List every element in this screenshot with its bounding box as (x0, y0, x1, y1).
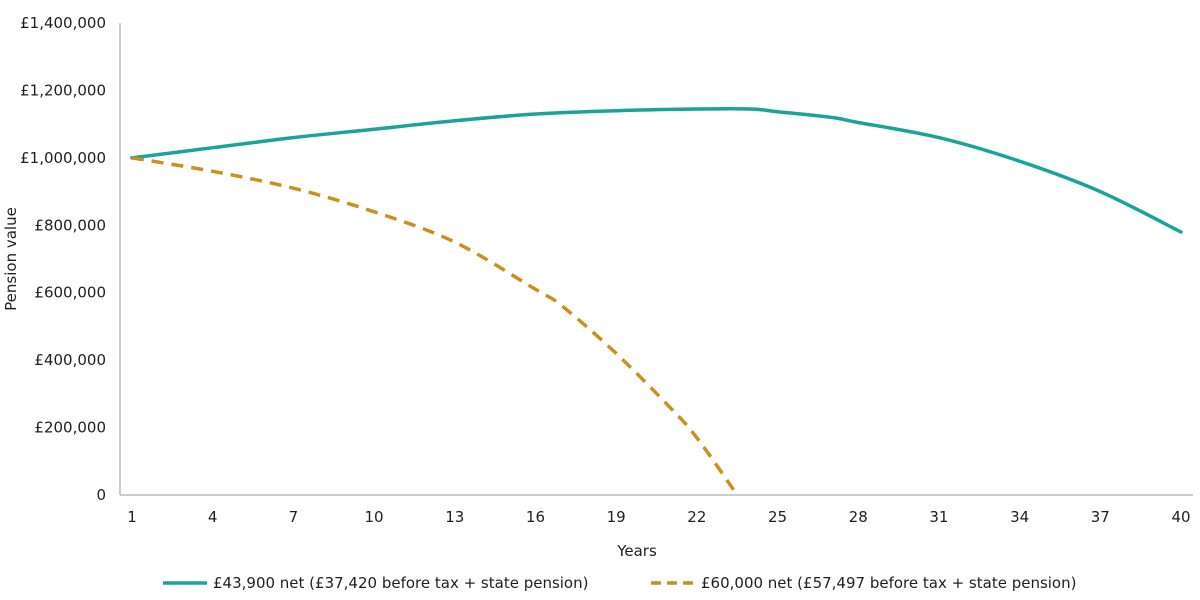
y-tick-label: £800,000 (34, 216, 106, 234)
y-tick-label: £400,000 (34, 351, 106, 369)
y-tick-label: £600,000 (34, 284, 106, 302)
x-axis-ticks: 1 4 7 10 13 16 19 22 25 28 31 34 37 40 (127, 508, 1190, 526)
x-axis-title: Years (616, 542, 657, 560)
x-tick-label: 22 (687, 508, 706, 526)
legend: £43,900 net (£37,420 before tax + state … (163, 574, 1076, 592)
y-tick-label: £1,400,000 (20, 14, 106, 32)
x-tick-label: 28 (849, 508, 868, 526)
x-tick-label: 13 (445, 508, 464, 526)
x-tick-label: 4 (208, 508, 218, 526)
series-line-2 (131, 156, 739, 497)
x-tick-label: 16 (526, 508, 545, 526)
y-tick-label: £200,000 (34, 419, 106, 437)
legend-label-1: £43,900 net (£37,420 before tax + state … (213, 574, 588, 592)
x-tick-label: 31 (929, 508, 948, 526)
x-tick-label: 37 (1091, 508, 1110, 526)
x-tick-label: 40 (1171, 508, 1190, 526)
y-tick-label: 0 (96, 486, 106, 504)
x-tick-label: 34 (1010, 508, 1029, 526)
y-axis-ticks: 0 £200,000 £400,000 £600,000 £800,000 £1,000,… (20, 14, 106, 504)
x-tick-label: 25 (768, 508, 787, 526)
x-tick-label: 19 (607, 508, 626, 526)
series-layer (130, 106, 1183, 497)
series-line-1 (130, 106, 1183, 234)
legend-label-2: £60,000 net (£57,497 before tax + state … (701, 574, 1076, 592)
y-tick-label: £1,200,000 (20, 81, 106, 99)
x-tick-label: 10 (365, 508, 384, 526)
x-tick-label: 1 (127, 508, 137, 526)
y-tick-label: £1,000,000 (20, 149, 106, 167)
y-axis-title: Pension value (2, 207, 20, 311)
x-tick-label: 7 (289, 508, 299, 526)
